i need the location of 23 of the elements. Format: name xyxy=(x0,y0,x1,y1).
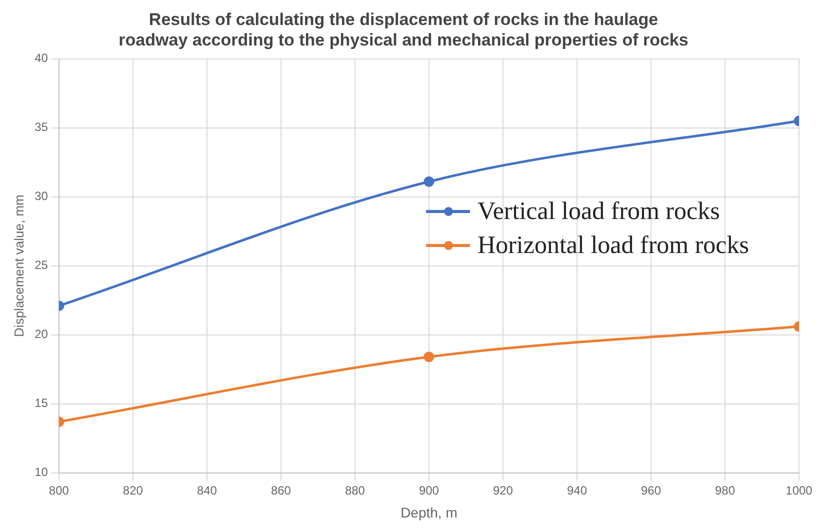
x-tick-label: 940 xyxy=(566,483,588,498)
legend-label: Horizontal load from rocks xyxy=(478,230,749,261)
y-tick-label: 20 xyxy=(34,327,48,342)
x-tick-label: 960 xyxy=(640,483,662,498)
y-tick-label: 40 xyxy=(34,51,48,66)
x-tick-label: 820 xyxy=(122,483,144,498)
x-tick-label: 1000 xyxy=(786,483,813,498)
x-tick-label: 860 xyxy=(270,483,292,498)
x-tick-label: 800 xyxy=(48,483,70,498)
legend-label: Vertical load from rocks xyxy=(478,196,720,227)
y-tick-label: 35 xyxy=(34,120,48,134)
chart-title: Results of calculating the displacement of rocks in the haulage roadway according to the physical and mechanical properties of rocks xyxy=(118,10,688,50)
y-tick-label: 30 xyxy=(34,189,48,204)
x-tick-label: 880 xyxy=(344,483,366,498)
x-tick-label: 840 xyxy=(196,483,218,498)
x-tick-label: 980 xyxy=(714,483,736,498)
x-tick-label: 920 xyxy=(492,483,514,498)
y-axis-title: Displacement value, mm xyxy=(11,194,26,337)
x-axis-title: Depth, m xyxy=(400,504,458,520)
y-tick-label: 25 xyxy=(34,258,48,272)
y-tick-label: 15 xyxy=(34,396,48,410)
x-tick-label: 900 xyxy=(418,483,440,498)
y-tick-label: 10 xyxy=(34,465,48,480)
